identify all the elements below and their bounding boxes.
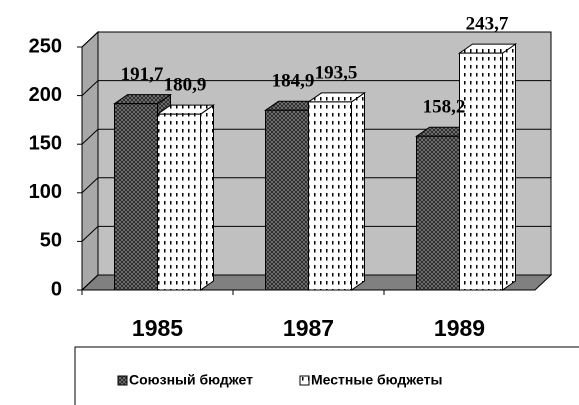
data-label: 243,7 xyxy=(466,13,509,34)
grid-line xyxy=(81,31,99,48)
y-tick-label: 150 xyxy=(29,132,62,154)
grid-line xyxy=(81,128,99,145)
bar-side xyxy=(502,43,516,291)
legend-label: Местные бюджеты xyxy=(311,372,442,388)
x-tick-label: 1989 xyxy=(434,315,485,341)
y-tick-label: 50 xyxy=(40,230,62,252)
bar xyxy=(416,135,460,291)
bar-side xyxy=(200,104,214,291)
data-label: 193,5 xyxy=(315,62,358,83)
grid-line xyxy=(81,274,99,291)
grid-line xyxy=(81,177,99,194)
bar xyxy=(157,113,201,291)
bar xyxy=(308,101,352,291)
x-tick-label: 1985 xyxy=(132,315,183,341)
grid-line xyxy=(81,80,99,96)
bar xyxy=(459,52,503,291)
legend-swatch xyxy=(299,375,310,386)
data-label: 180,9 xyxy=(164,75,207,96)
y-tick-label: 250 xyxy=(29,35,62,57)
x-tick-label: 1987 xyxy=(283,315,334,341)
y-tick-label: 200 xyxy=(29,84,62,106)
data-label: 191,7 xyxy=(121,64,164,85)
legend-label: Союзный бюджет xyxy=(129,372,253,388)
bar xyxy=(265,109,309,291)
bar xyxy=(114,103,158,291)
y-tick-label: 0 xyxy=(51,278,62,300)
legend-swatch xyxy=(117,375,128,386)
side-wall xyxy=(81,30,99,292)
data-label: 158,2 xyxy=(423,97,466,118)
data-label: 184,9 xyxy=(272,71,315,92)
legend-box xyxy=(74,346,579,405)
grid-line xyxy=(81,226,99,242)
y-tick-label: 100 xyxy=(29,181,62,203)
bar-side xyxy=(351,91,365,291)
